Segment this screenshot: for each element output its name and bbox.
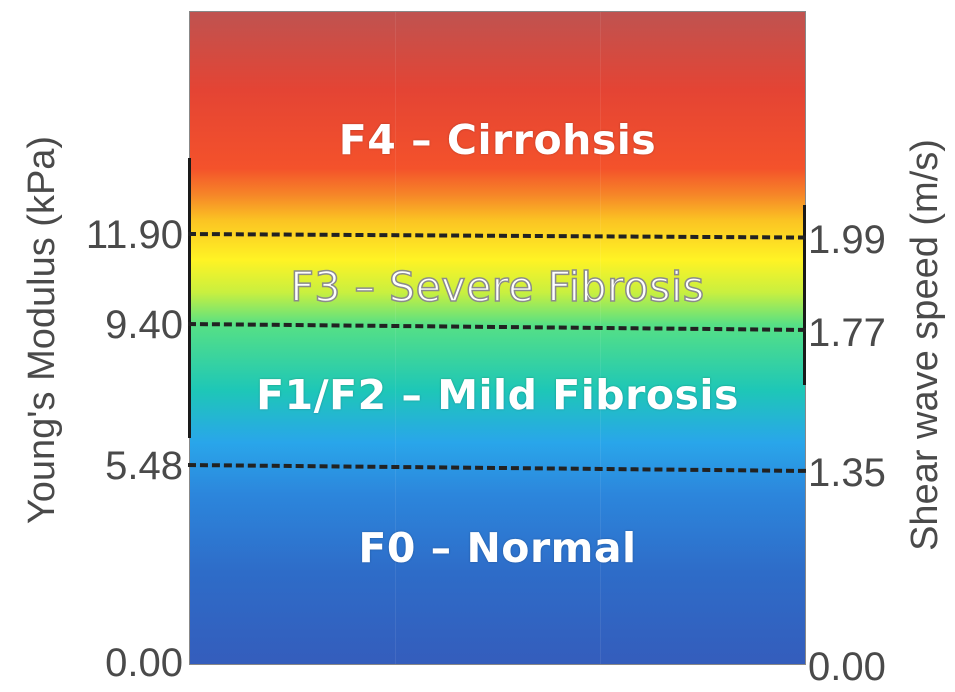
right-tick-label: 1.77 (808, 311, 886, 355)
right-tick-label: 0.00 (808, 645, 886, 689)
gridline (395, 12, 396, 664)
left-tick-label: 11.90 (85, 213, 183, 257)
left-frame-line (188, 158, 191, 438)
zone-label-f4: F4 – Cirrohsis (338, 116, 657, 164)
left-tick-label: 0.00 (105, 641, 183, 685)
right-tick-label: 1.35 (808, 451, 886, 495)
left-axis-title: Young's Modulus (kPa) (21, 135, 63, 525)
right-frame-line (803, 205, 806, 385)
zone-label-f0: F0 – Normal (358, 524, 637, 572)
left-tick-label: 5.48 (105, 444, 183, 488)
zone-label-f1f2: F1/F2 – Mild Fibrosis (256, 371, 739, 419)
zone-label-f3: F3 – Severe Fibrosis (290, 262, 705, 312)
right-tick-label: 1.99 (808, 218, 886, 262)
right-axis-title: Shear wave speed (m/s) (904, 139, 946, 551)
gradient-scale-bar (190, 12, 805, 664)
left-tick-label: 9.40 (105, 303, 183, 347)
gridline (600, 12, 601, 664)
